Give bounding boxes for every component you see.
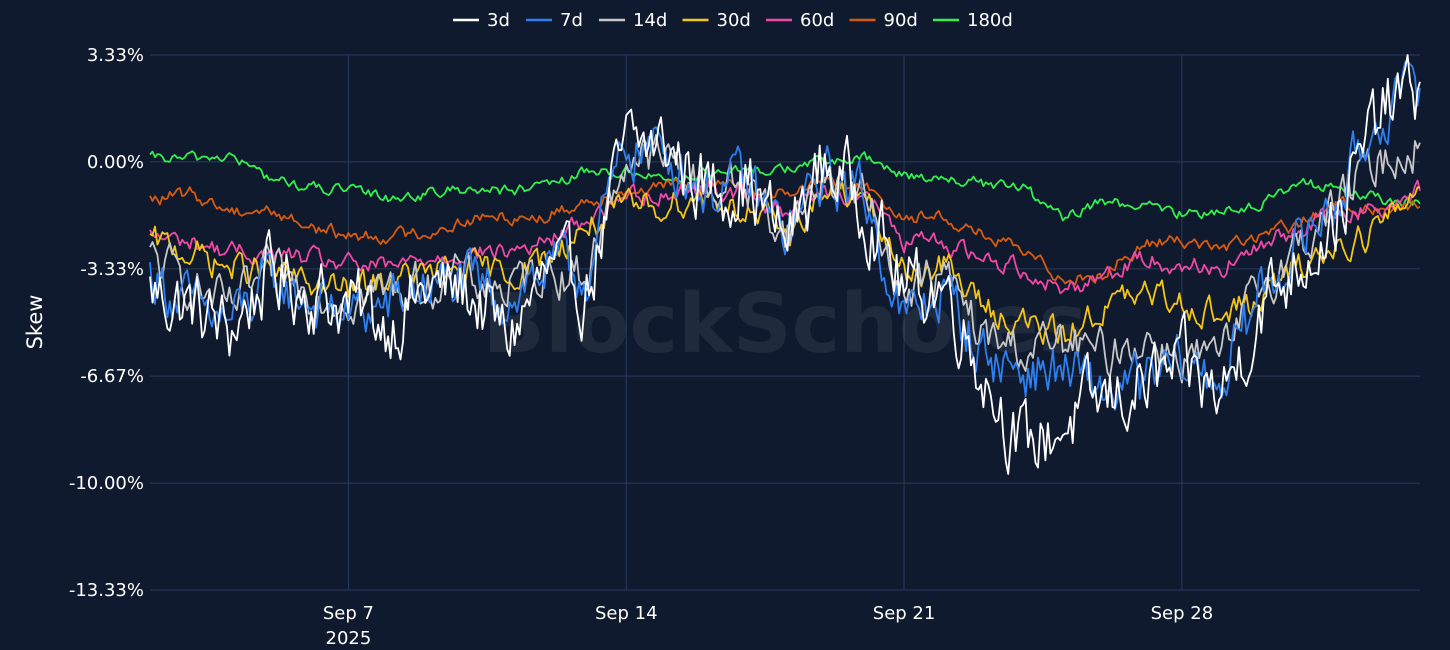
legend-label: 30d	[717, 10, 751, 31]
series-line-180d	[149, 150, 1421, 222]
y-tick-label: -10.00%	[69, 473, 144, 494]
legend-label: 60d	[800, 10, 834, 31]
legend-item-3d[interactable]: 3d	[453, 10, 510, 31]
y-axis-label: Skew	[23, 295, 47, 350]
y-tick-label: 0.00%	[87, 152, 144, 173]
legend-label: 7d	[560, 10, 583, 31]
y-tick-label: -6.67%	[80, 366, 144, 387]
legend-item-7d[interactable]: 7d	[526, 10, 583, 31]
legend[interactable]: 3d 7d 14d 30d 60d 90d 180d	[453, 10, 1013, 31]
x-tick-label: Sep 28	[1151, 603, 1214, 624]
y-tick-label: 3.33%	[87, 45, 144, 66]
legend-label: 3d	[487, 10, 510, 31]
series-line-3d	[149, 54, 1421, 475]
legend-item-14d[interactable]: 14d	[599, 10, 667, 31]
legend-item-90d[interactable]: 90d	[849, 10, 918, 31]
x-tick-label: Sep 7	[323, 603, 374, 624]
y-axis-ticks: 3.33% 0.00% -3.33% -6.67% -10.00% -13.33%	[69, 45, 144, 601]
y-tick-label: -3.33%	[80, 259, 144, 280]
series-line-14d	[149, 134, 1421, 384]
x-axis-ticks: Sep 7 2025 Sep 14 Sep 21 Sep 28	[323, 603, 1213, 649]
x-tick-label: Sep 21	[873, 603, 936, 624]
series-line-90d	[149, 176, 1421, 286]
x-tick-label: Sep 14	[595, 603, 658, 624]
series-line-60d	[149, 179, 1421, 295]
series-line-30d	[149, 181, 1421, 345]
legend-item-180d[interactable]: 180d	[933, 10, 1013, 31]
series-layer	[149, 54, 1421, 475]
x-tick-year-label: 2025	[326, 628, 372, 649]
legend-label: 14d	[633, 10, 667, 31]
legend-item-30d[interactable]: 30d	[682, 10, 751, 31]
legend-label: 180d	[967, 10, 1013, 31]
legend-label: 90d	[884, 10, 918, 31]
legend-item-60d[interactable]: 60d	[766, 10, 834, 31]
y-tick-label: -13.33%	[69, 580, 144, 601]
